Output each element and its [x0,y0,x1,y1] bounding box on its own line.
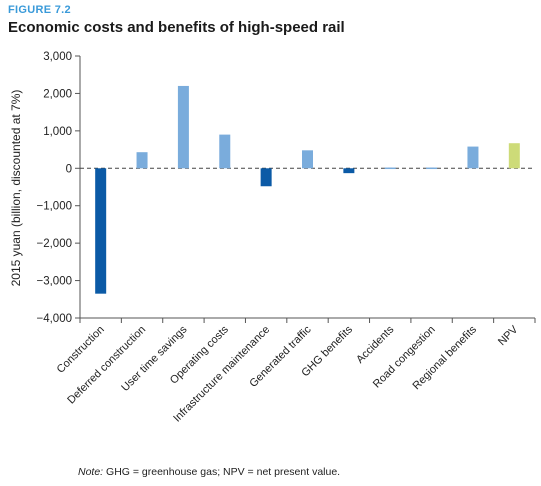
bar-regional-benefits [467,146,479,169]
y-tick-label: 2,000 [43,88,72,100]
bar-user-time-savings [177,85,189,169]
y-tick-label: 3,000 [43,51,72,63]
y-tick-label: 1,000 [43,126,72,138]
y-tick-label: 0 [66,163,72,175]
x-category-label: Accidents [354,323,397,366]
y-tick-label: −4,000 [37,313,73,325]
bar-construction [95,168,107,294]
bar-deferred-construction [136,152,148,169]
note-text: GHG = greenhouse gas; NPV = net present … [103,466,341,478]
bar-infrastructure-maintenance [260,168,272,187]
x-category-label: Deferred construction [65,324,148,407]
bar-ghg-benefits [343,168,355,174]
bar-generated-traffic [302,150,313,169]
y-axis: 3,000 2,000 1,000 0 −1,000 −2,000 −3,000 −4,000 [37,51,535,325]
y-axis-label: 2015 yuan (billion, discounted at 7%) [9,90,23,287]
chart-title: Economic costs and benefits of high-spee… [8,19,345,36]
note-prefix: Note: [78,466,104,478]
footnote: Note: GHG = greenhouse gas; NPV = net pr… [78,466,340,478]
bars [95,85,520,294]
bar-accidents [384,167,396,170]
x-category-label: NPV [496,323,521,348]
bar-operating-costs [219,134,231,169]
bar-npv [508,143,520,169]
y-tick-label: −2,000 [37,238,73,250]
y-tick-label: −3,000 [37,276,73,288]
y-tick-label: −1,000 [37,201,73,213]
bar-road-congestion [426,167,438,170]
figure-label: FIGURE 7.2 [8,4,71,16]
